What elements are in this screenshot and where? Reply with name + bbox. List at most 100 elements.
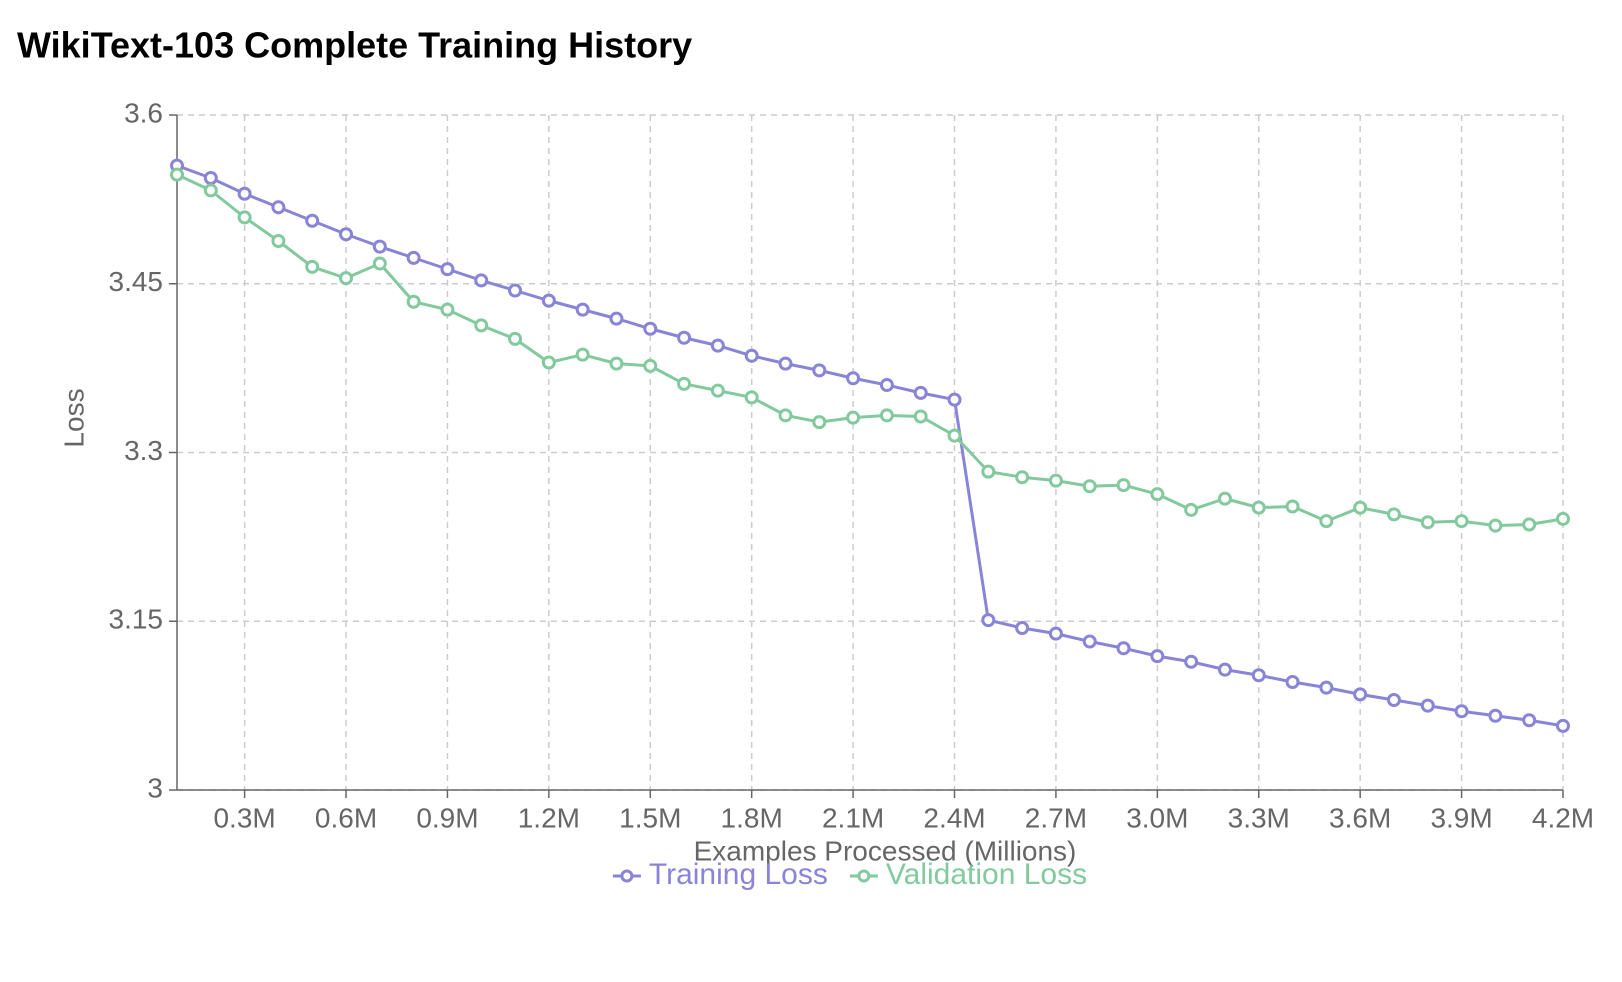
- data-point: [1217, 662, 1232, 677]
- data-point: [643, 321, 658, 336]
- data-point: [1015, 470, 1030, 485]
- data-point: [1556, 718, 1570, 733]
- data-point: [778, 356, 793, 371]
- data-point: [1116, 478, 1131, 493]
- y-tick-label: 3.15: [109, 604, 164, 635]
- data-point: [305, 213, 320, 228]
- data-point: [406, 250, 421, 265]
- legend: Training Loss Validation Loss: [612, 858, 1087, 891]
- data-point: [474, 318, 489, 333]
- data-point: [744, 390, 759, 405]
- legend-swatch: [857, 869, 871, 883]
- data-point: [778, 408, 793, 423]
- data-point: [237, 186, 252, 201]
- data-point: [1116, 641, 1131, 656]
- data-point: [677, 330, 692, 345]
- data-point: [710, 338, 725, 353]
- data-point: [1251, 668, 1266, 683]
- data-point: [271, 234, 286, 248]
- legend-label: Training Loss: [649, 858, 828, 891]
- x-axis-label: Examples Processed (Millions): [694, 835, 1077, 866]
- data-point: [170, 167, 184, 182]
- data-point: [1556, 511, 1570, 526]
- data-point: [1386, 507, 1401, 522]
- data-point: [846, 410, 861, 425]
- data-point: [372, 239, 387, 254]
- x-tick-label: 3.3M: [1228, 802, 1290, 833]
- data-point: [339, 227, 354, 242]
- data-point: [981, 613, 996, 628]
- data-point: [812, 415, 827, 430]
- data-point: [1082, 479, 1097, 494]
- data-point: [1251, 500, 1266, 515]
- x-tick-label: 3.0M: [1126, 802, 1188, 833]
- data-point: [1488, 708, 1503, 723]
- data-point: [1353, 687, 1368, 702]
- data-point: [913, 385, 928, 400]
- chart-title: WikiText-103 Complete Training History: [17, 25, 692, 66]
- data-point: [1184, 654, 1199, 669]
- data-point: [372, 256, 387, 271]
- data-point: [981, 464, 996, 479]
- data-point: [1184, 502, 1199, 517]
- x-tick-label: 1.5M: [619, 802, 681, 833]
- x-tick-label: 2.4M: [923, 802, 985, 833]
- y-tick-label: 3.6: [124, 97, 163, 128]
- x-tick-label: 3.9M: [1430, 802, 1492, 833]
- data-point: [1015, 621, 1030, 635]
- data-point: [1319, 514, 1334, 529]
- x-tick-label: 0.6M: [315, 802, 377, 833]
- data-point: [474, 273, 489, 288]
- data-point: [305, 259, 320, 274]
- data-point: [575, 302, 590, 317]
- data-point: [947, 428, 962, 443]
- x-tick-label: 1.8M: [721, 802, 783, 833]
- data-point: [879, 378, 894, 392]
- data-point: [440, 302, 455, 317]
- data-point: [609, 311, 624, 326]
- data-point: [1454, 704, 1469, 719]
- data-point: [203, 183, 218, 198]
- data-point: [1150, 649, 1165, 664]
- data-point: [575, 347, 590, 362]
- data-point: [710, 383, 725, 398]
- data-point: [508, 283, 523, 298]
- data-point: [541, 293, 556, 308]
- data-point: [1319, 680, 1334, 695]
- data-point: [203, 171, 218, 185]
- data-point: [1454, 514, 1469, 529]
- legend-swatch: [620, 869, 634, 883]
- x-tick-label: 4.2M: [1532, 802, 1594, 833]
- x-tick-label: 2.7M: [1025, 802, 1087, 833]
- data-point: [879, 408, 894, 423]
- data-point: [339, 271, 354, 286]
- data-point: [812, 363, 827, 378]
- data-point: [1285, 675, 1300, 689]
- data-point: [1048, 473, 1063, 488]
- x-tick-label: 2.1M: [822, 802, 884, 833]
- data-point: [609, 356, 624, 371]
- data-point: [677, 376, 692, 391]
- legend-label: Validation Loss: [886, 858, 1087, 891]
- data-point: [1420, 698, 1435, 713]
- data-point: [237, 210, 252, 225]
- data-point: [643, 358, 658, 373]
- data-point: [1522, 713, 1537, 728]
- data-point: [846, 371, 861, 386]
- x-tick-label: 0.9M: [416, 802, 478, 833]
- y-tick-label: 3: [147, 772, 163, 803]
- series-line: [176, 173, 1564, 528]
- data-point: [744, 348, 759, 363]
- data-point: [508, 331, 523, 346]
- data-point: [1522, 517, 1537, 532]
- data-point: [271, 200, 286, 215]
- x-tick-label: 0.3M: [213, 802, 275, 833]
- data-point: [440, 262, 455, 277]
- data-point: [1420, 515, 1435, 530]
- data-point: [947, 392, 962, 407]
- data-point: [1488, 518, 1503, 533]
- x-tick-label: 3.6M: [1329, 802, 1391, 833]
- y-axis-label: Loss: [58, 388, 89, 447]
- data-point: [1217, 491, 1232, 506]
